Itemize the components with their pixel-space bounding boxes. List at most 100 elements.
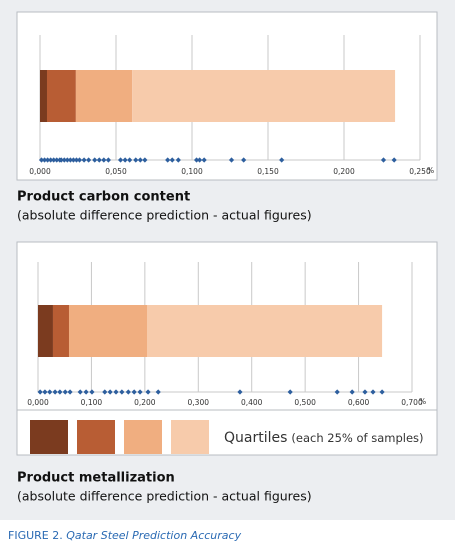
data-point xyxy=(370,389,376,395)
legend-swatch xyxy=(171,420,209,454)
data-point xyxy=(113,389,119,395)
x-tick-label: 0,500 xyxy=(294,398,316,407)
data-point xyxy=(142,157,148,163)
data-point xyxy=(279,157,285,163)
caption-label: FIGURE 2. xyxy=(8,529,63,542)
data-point xyxy=(122,157,128,163)
bar-segment xyxy=(40,70,47,122)
data-point xyxy=(76,157,83,163)
data-point xyxy=(201,157,207,163)
x-tick-label: 0,400 xyxy=(241,398,263,407)
bar-segment xyxy=(132,70,396,122)
x-tick-label: 0,100 xyxy=(181,167,203,176)
x-tick-label: 0,600 xyxy=(348,398,370,407)
x-tick-label: 0,050 xyxy=(105,167,127,176)
data-point xyxy=(51,157,57,163)
legend-swatch xyxy=(124,420,162,454)
x-unit: % xyxy=(427,166,434,175)
data-point xyxy=(81,157,87,163)
x-tick-label: 0,300 xyxy=(188,398,210,407)
data-point xyxy=(133,157,139,163)
data-point xyxy=(64,157,70,163)
data-point xyxy=(131,389,137,395)
x-tick-label: 0,200 xyxy=(134,398,156,407)
data-point xyxy=(379,389,385,395)
chart-title: Product metallization xyxy=(17,471,175,486)
data-point xyxy=(237,389,243,395)
data-point xyxy=(101,157,107,163)
data-point xyxy=(228,157,235,163)
data-point xyxy=(92,157,98,163)
data-point xyxy=(58,157,64,163)
data-point xyxy=(145,389,151,395)
data-point xyxy=(45,157,51,163)
bar-segment xyxy=(146,305,383,357)
data-point xyxy=(83,389,89,395)
data-point xyxy=(42,389,48,395)
x-unit: % xyxy=(419,397,426,406)
data-point xyxy=(175,157,181,163)
bar-segment xyxy=(68,305,147,357)
data-point xyxy=(119,389,125,395)
x-tick-label: 0,200 xyxy=(333,167,355,176)
chart-subtitle: (absolute difference prediction - actual… xyxy=(17,208,312,223)
data-point xyxy=(165,157,171,163)
data-point xyxy=(73,157,80,163)
data-point xyxy=(41,157,48,163)
data-point xyxy=(47,389,53,395)
legend-swatch xyxy=(30,420,68,454)
data-point xyxy=(37,389,43,395)
legend-note: (each 25% of samples) xyxy=(291,431,423,445)
data-point xyxy=(169,157,175,163)
data-point xyxy=(137,157,143,163)
data-point xyxy=(102,389,108,395)
caption-title: Qatar Steel Prediction Accuracy xyxy=(66,529,241,542)
data-point xyxy=(125,389,131,395)
x-tick-label: 0,250 xyxy=(409,167,431,176)
x-tick-label: 0,700 xyxy=(401,398,423,407)
bar-segment xyxy=(52,305,69,357)
data-point xyxy=(107,389,113,395)
data-point xyxy=(52,389,58,395)
chart-subtitle: (absolute difference prediction - actual… xyxy=(17,489,312,504)
bar-segment xyxy=(38,305,53,357)
data-point xyxy=(197,157,203,163)
data-point xyxy=(57,389,63,395)
data-point xyxy=(155,389,161,395)
x-tick-label: 0,100 xyxy=(81,398,103,407)
data-point xyxy=(96,157,102,163)
x-tick-label: 0,000 xyxy=(29,167,51,176)
figure-caption: FIGURE 2. Qatar Steel Prediction Accurac… xyxy=(8,529,242,542)
data-point xyxy=(117,157,124,163)
data-point xyxy=(137,389,143,395)
data-point xyxy=(70,157,77,163)
data-point xyxy=(241,157,247,163)
data-point xyxy=(89,389,95,395)
legend-swatch xyxy=(77,420,115,454)
bar-segment xyxy=(46,70,76,122)
chart-title: Product carbon content xyxy=(17,190,190,205)
data-point xyxy=(62,389,68,395)
data-point xyxy=(362,389,368,395)
data-point xyxy=(127,157,133,163)
data-point xyxy=(86,157,92,163)
data-point xyxy=(48,157,54,163)
data-point xyxy=(61,157,67,163)
data-point xyxy=(334,389,340,395)
data-point xyxy=(67,389,73,395)
data-point xyxy=(105,157,111,163)
bar-segment xyxy=(75,70,133,122)
data-point xyxy=(380,157,387,163)
x-tick-label: 0,000 xyxy=(27,398,49,407)
legend-text: Quartiles (each 25% of samples) xyxy=(224,430,424,446)
data-point xyxy=(193,157,200,163)
data-point xyxy=(391,157,397,163)
data-point xyxy=(38,157,45,163)
data-point xyxy=(349,389,355,395)
data-point xyxy=(67,157,73,163)
x-tick-label: 0,150 xyxy=(257,167,279,176)
data-point xyxy=(77,389,83,395)
legend-label: Quartiles xyxy=(224,430,287,446)
